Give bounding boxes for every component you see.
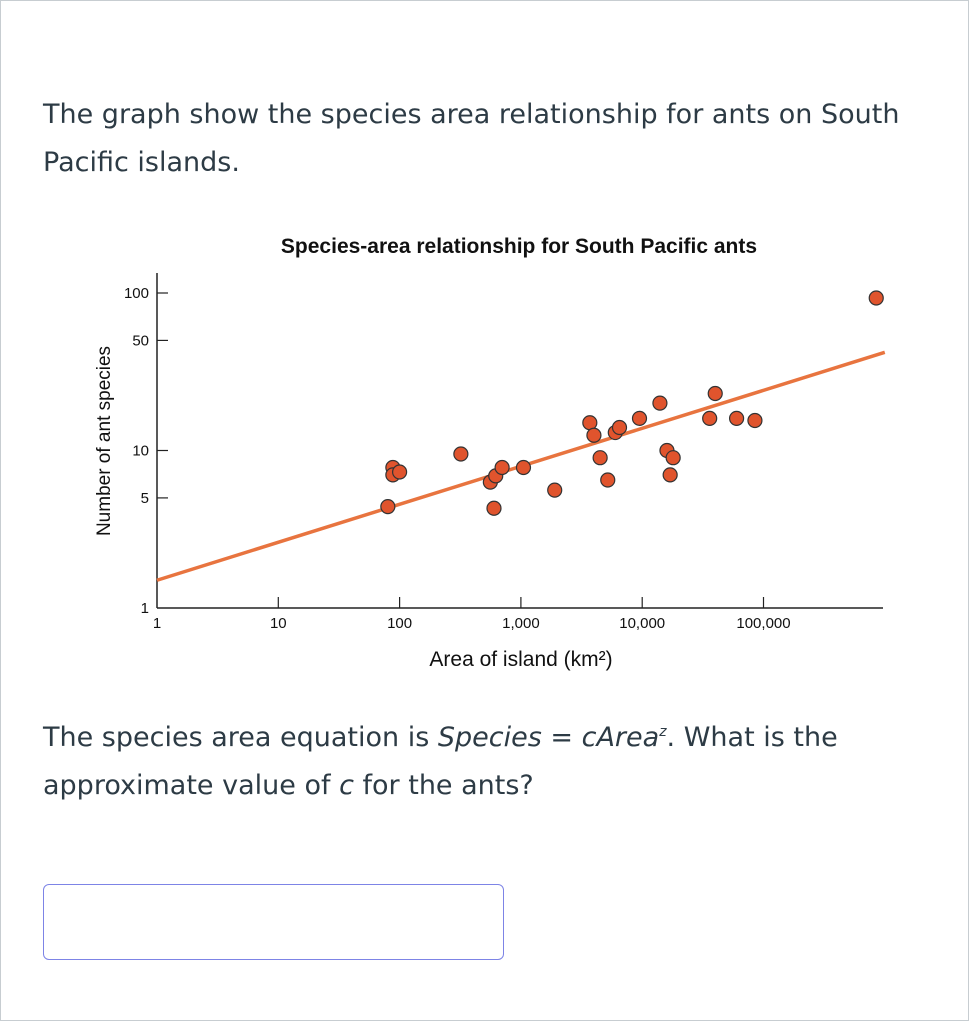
question-prompt: The species area equation is Species = c… bbox=[43, 714, 923, 810]
data-point bbox=[453, 446, 469, 462]
y-tick-label: 50 bbox=[132, 332, 149, 349]
y-tick-label: 100 bbox=[124, 285, 149, 302]
data-point bbox=[662, 467, 678, 483]
prompt-mid: . What is the approximate value of bbox=[43, 722, 838, 801]
x-tick-label: 100 bbox=[387, 615, 412, 632]
data-point bbox=[515, 459, 532, 476]
data-point bbox=[868, 290, 884, 306]
species-area-chart: Species-area relationship for South Paci… bbox=[94, 235, 886, 671]
data-points-group bbox=[380, 290, 884, 516]
equation-area: Area bbox=[596, 722, 660, 753]
data-point bbox=[592, 450, 608, 466]
equation-c: c bbox=[581, 722, 597, 753]
data-point bbox=[652, 395, 668, 411]
data-point bbox=[728, 410, 745, 426]
y-axis-title: Number of ant species bbox=[94, 346, 115, 536]
data-point bbox=[486, 500, 502, 516]
data-point bbox=[707, 385, 723, 402]
data-point bbox=[547, 482, 563, 498]
chart-title: Species-area relationship for South Paci… bbox=[281, 235, 757, 258]
equation-lhs: Species bbox=[437, 722, 542, 753]
x-axis-title: Area of island (km²) bbox=[429, 648, 612, 671]
data-point bbox=[380, 499, 396, 515]
data-point bbox=[611, 419, 628, 436]
x-tick-label: 10 bbox=[270, 615, 287, 632]
y-tick-label: 5 bbox=[141, 490, 149, 507]
question-intro: The graph show the species area relation… bbox=[43, 99, 900, 178]
x-tick-label: 1,000 bbox=[502, 615, 540, 632]
x-tick-label: 10,000 bbox=[619, 615, 665, 632]
equation-eq: = bbox=[541, 722, 582, 753]
data-point bbox=[392, 464, 408, 480]
data-point bbox=[747, 412, 763, 429]
answer-input[interactable] bbox=[43, 884, 504, 960]
y-tick-label: 10 bbox=[132, 443, 149, 460]
y-tick-label: 1 bbox=[141, 600, 149, 617]
chart-axes: 1 10 100 1,000 10,000 100,000 1 5 10 50 100 bbox=[124, 273, 883, 632]
data-point bbox=[702, 410, 718, 426]
x-tick-label: 1 bbox=[153, 615, 161, 632]
data-point bbox=[665, 450, 681, 466]
prompt-before: The species area equation is bbox=[43, 722, 438, 753]
equation-exponent: z bbox=[659, 724, 667, 740]
data-point bbox=[631, 410, 648, 426]
prompt-after: for the ants? bbox=[353, 770, 534, 801]
data-point bbox=[494, 459, 510, 476]
data-point bbox=[586, 427, 602, 443]
x-tick-label: 100,000 bbox=[736, 615, 790, 632]
prompt-var: c bbox=[339, 770, 354, 801]
data-point bbox=[582, 415, 598, 431]
data-point bbox=[600, 472, 616, 488]
